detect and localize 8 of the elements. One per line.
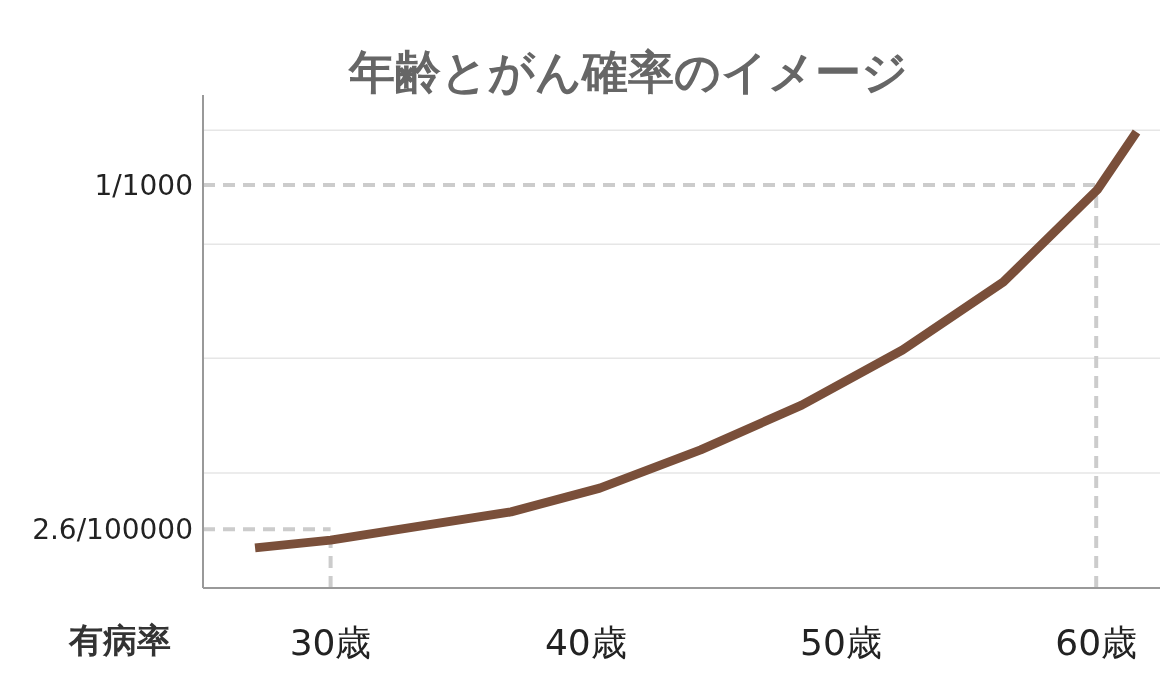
chart-title: 年齢とがん確率のイメージ [346, 45, 908, 99]
x-tick-label: 50歳 [800, 622, 882, 663]
x-tick-label: 40歳 [544, 622, 627, 663]
x-tick-label: 30歳 [289, 622, 372, 663]
text: 2.6/100000 [32, 513, 193, 547]
text: 1/1000 [94, 168, 193, 202]
y-axis-title: 有病率 [68, 620, 171, 660]
x-tick-label: 60歳 [1055, 622, 1138, 663]
